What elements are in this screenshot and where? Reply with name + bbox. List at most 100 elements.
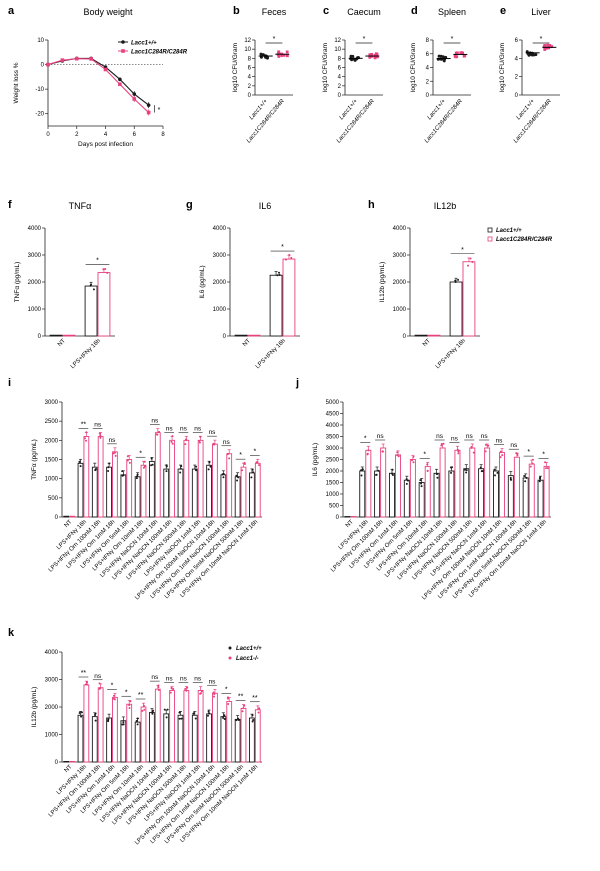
bar-wt bbox=[464, 469, 469, 517]
replicate-point bbox=[198, 440, 200, 442]
replicate-point bbox=[360, 474, 362, 476]
y-tick-label: 3000 bbox=[326, 446, 340, 452]
replicate-point bbox=[141, 710, 143, 712]
replicate-point bbox=[278, 272, 280, 274]
replicate-point bbox=[427, 470, 429, 472]
sig-label: ** bbox=[138, 692, 144, 699]
y-tick-label: 6 bbox=[248, 66, 252, 72]
sig-label: ns bbox=[194, 425, 202, 432]
replicate-point bbox=[539, 480, 541, 482]
sig-label: ns bbox=[94, 673, 102, 680]
replicate-point bbox=[195, 469, 197, 471]
replicate-point bbox=[130, 700, 132, 702]
y-axis-label-c: log10 CFU/Gram bbox=[322, 43, 329, 92]
replicate-point bbox=[258, 707, 260, 709]
replicate-point bbox=[136, 720, 138, 722]
y-tick-label: 2000 bbox=[393, 280, 407, 286]
bar-wt bbox=[164, 469, 169, 517]
replicate-point bbox=[136, 477, 138, 479]
y-tick-label: 3000 bbox=[28, 253, 42, 259]
replicate-point bbox=[95, 720, 97, 722]
replicate-point bbox=[137, 474, 139, 476]
replicate-point bbox=[413, 461, 415, 463]
y-axis-label-d: log10 CFU/Gram bbox=[410, 43, 417, 92]
data-point-mut bbox=[118, 82, 122, 86]
bar-wt bbox=[107, 467, 112, 517]
bar-mut bbox=[544, 466, 549, 517]
y-axis-label-i: TNFα (pg/mL) bbox=[31, 439, 38, 480]
bar-wt bbox=[235, 335, 247, 336]
panel-letter-a: a bbox=[8, 5, 15, 17]
replicate-point bbox=[181, 718, 183, 720]
scatter-point-mut bbox=[454, 55, 457, 58]
replicate-point bbox=[382, 451, 384, 453]
replicate-point bbox=[93, 288, 95, 290]
y-tick-label: 4 bbox=[515, 56, 519, 62]
bar-mut bbox=[184, 691, 189, 763]
sig-label: * bbox=[125, 689, 128, 696]
data-point-mut bbox=[104, 68, 108, 72]
panel-letter-d: d bbox=[411, 5, 418, 17]
bar-wt bbox=[135, 477, 140, 517]
bar-mut bbox=[84, 437, 89, 518]
bar-wt bbox=[434, 473, 439, 517]
replicate-point bbox=[99, 432, 101, 434]
replicate-point bbox=[419, 479, 421, 481]
y-tick-label: 1500 bbox=[326, 481, 340, 487]
bar-mut bbox=[141, 707, 146, 762]
legend-label-wt: Lacc1+/+ bbox=[496, 228, 522, 234]
bar-mut bbox=[428, 335, 440, 336]
replicate-point bbox=[143, 709, 145, 711]
y-tick-label: 4000 bbox=[45, 650, 59, 656]
replicate-point bbox=[95, 468, 97, 470]
bar-mut bbox=[198, 691, 203, 763]
replicate-point bbox=[86, 681, 88, 683]
replicate-point bbox=[236, 719, 238, 721]
sig-label: ns bbox=[496, 438, 504, 445]
y-tick-label: 4000 bbox=[393, 226, 407, 232]
bar-wt bbox=[64, 516, 69, 517]
y-tick-label: 4000 bbox=[213, 226, 227, 232]
replicate-point bbox=[243, 705, 245, 707]
bar-mut bbox=[127, 460, 132, 518]
replicate-point bbox=[122, 721, 124, 723]
data-point-mut bbox=[89, 57, 93, 61]
bar-wt bbox=[360, 471, 365, 517]
y-tick-label: 3000 bbox=[393, 253, 407, 259]
replicate-point bbox=[238, 719, 240, 721]
replicate-point bbox=[485, 444, 487, 446]
replicate-point bbox=[290, 257, 292, 259]
data-point-mut bbox=[75, 57, 79, 61]
replicate-point bbox=[457, 450, 459, 452]
panel-title-g: IL6 bbox=[259, 201, 272, 211]
replicate-point bbox=[179, 472, 181, 474]
y-axis-label-g: IL6 (pg/mL) bbox=[199, 265, 206, 298]
replicate-point bbox=[362, 468, 364, 470]
y-axis-label-f: TNFα (pg/mL) bbox=[14, 262, 21, 303]
replicate-point bbox=[465, 471, 467, 473]
bar-mut bbox=[485, 448, 490, 517]
y-tick-label: 2000 bbox=[213, 280, 227, 286]
y-tick-label: 4500 bbox=[326, 412, 340, 418]
replicate-point bbox=[367, 449, 369, 451]
data-point-wt bbox=[118, 78, 122, 82]
bar-wt bbox=[508, 476, 513, 517]
replicate-point bbox=[85, 431, 87, 433]
legend-label-wt: Lacc1+/+ bbox=[131, 41, 157, 47]
replicate-point bbox=[213, 443, 215, 445]
replicate-point bbox=[167, 709, 169, 711]
sig-label-c: * bbox=[363, 36, 366, 43]
replicate-point bbox=[184, 688, 186, 690]
y-tick-label: 6 bbox=[338, 66, 342, 72]
sig-label: * bbox=[96, 258, 99, 265]
replicate-point bbox=[441, 443, 443, 445]
replicate-point bbox=[209, 466, 211, 468]
replicate-point bbox=[179, 718, 181, 720]
panel-title-h: IL12b bbox=[434, 201, 457, 211]
replicate-point bbox=[208, 468, 210, 470]
replicate-point bbox=[375, 474, 377, 476]
